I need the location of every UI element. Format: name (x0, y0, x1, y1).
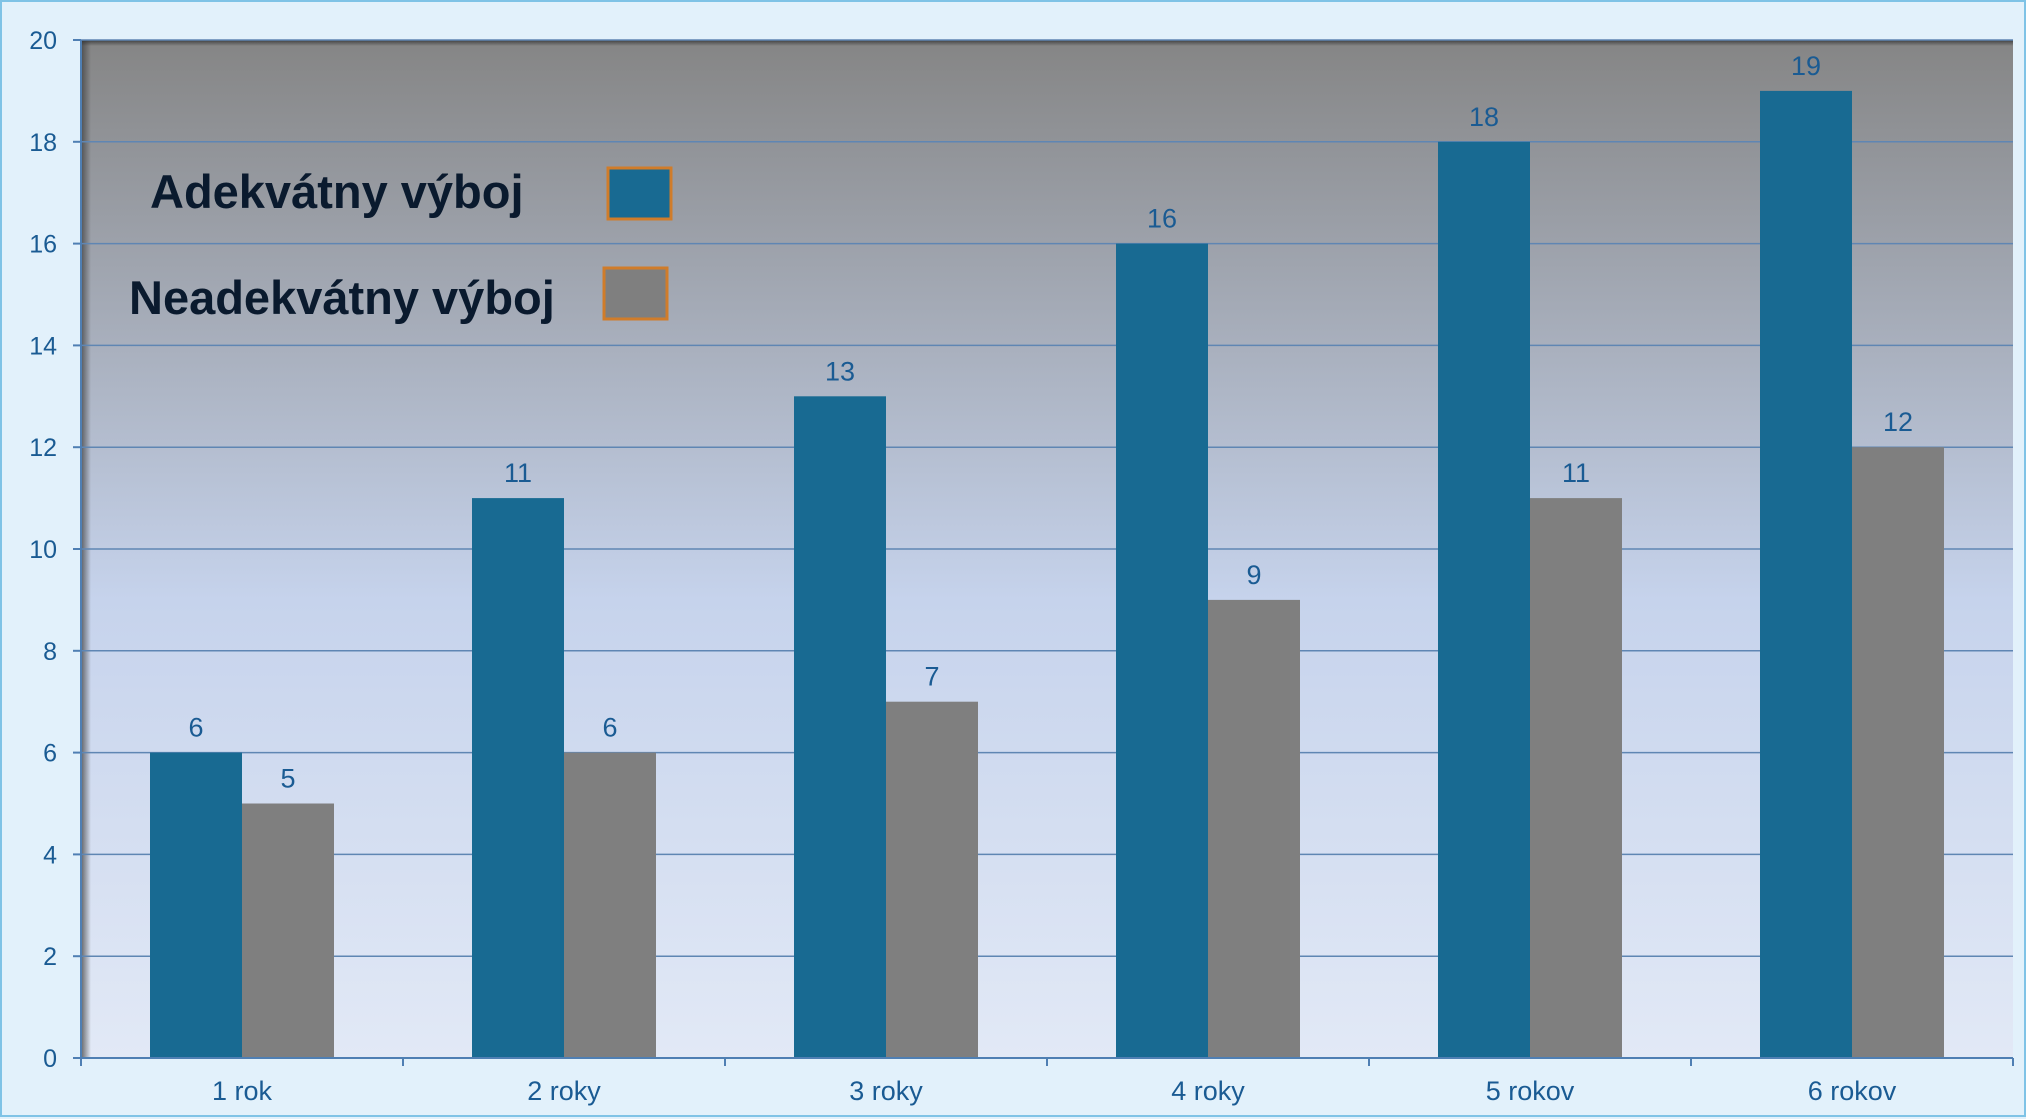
bar-series-1 (1116, 243, 1208, 1059)
x-tick-label: 2 roky (527, 1076, 601, 1106)
data-label-series-1: 18 (1469, 102, 1499, 132)
data-label-series-2: 9 (1246, 560, 1261, 590)
bar-series-1 (1438, 141, 1530, 1059)
data-label-series-1: 11 (504, 458, 532, 488)
bar-series-1 (472, 498, 564, 1059)
legend-label-series-1: Adekvátny výboj (150, 165, 524, 218)
y-tick-label: 12 (29, 434, 57, 462)
x-axis-ticks: 1 rok 2 roky 3 roky 4 roky 5 rokov 6 rokov (80, 1058, 2014, 1106)
data-label-series-2: 11 (1562, 458, 1590, 488)
legend-label-series-2: Neadekvátny výboj (129, 271, 555, 324)
y-tick-label: 14 (29, 332, 57, 360)
legend-swatch-series-2 (602, 266, 669, 321)
y-axis-ticks: 0 2 4 6 8 10 12 14 16 18 20 (29, 27, 81, 1073)
y-tick-label: 4 (43, 841, 57, 869)
data-label-series-1: 6 (188, 713, 203, 743)
x-tick-label: 4 roky (1171, 1076, 1245, 1106)
y-tick-label: 2 (43, 943, 57, 971)
data-label-series-1: 16 (1147, 204, 1177, 234)
data-label-series-2: 5 (280, 764, 295, 794)
bar-series-2 (242, 803, 334, 1058)
bar-series-1 (794, 396, 886, 1058)
bar-series-2 (886, 701, 978, 1058)
y-tick-label: 6 (43, 740, 57, 768)
x-tick-label: 5 rokov (1486, 1076, 1575, 1106)
y-tick-label: 10 (29, 536, 57, 564)
legend-swatch-series-1 (606, 166, 673, 221)
y-tick-label: 8 (43, 638, 57, 666)
bar-series-1 (1760, 90, 1852, 1058)
plot-area-top-shadow (81, 40, 2013, 46)
y-tick-label: 0 (43, 1045, 57, 1073)
bar-series-2 (1530, 498, 1622, 1059)
bar-series-2 (1852, 447, 1944, 1058)
data-label-series-2: 7 (924, 662, 939, 692)
data-label-series-2: 12 (1883, 407, 1913, 437)
bar-series-2 (564, 752, 656, 1058)
y-tick-label: 16 (29, 231, 57, 259)
bar-series-1 (150, 752, 242, 1058)
data-labels: 6 5 11 6 13 7 16 9 18 11 19 12 (188, 51, 1913, 794)
x-tick-label: 1 rok (212, 1076, 273, 1106)
data-label-series-1: 13 (825, 356, 855, 386)
legend: Adekvátny výboj Neadekvátny výboj (129, 165, 673, 324)
data-label-series-1: 19 (1791, 51, 1821, 81)
x-tick-label: 3 roky (849, 1076, 923, 1106)
y-tick-label: 20 (29, 27, 57, 55)
data-label-series-2: 6 (602, 713, 617, 743)
bar-series-2 (1208, 599, 1300, 1058)
x-tick-label: 6 rokov (1808, 1076, 1897, 1106)
bars (150, 90, 1944, 1059)
gridlines (81, 39, 2013, 957)
y-tick-label: 18 (29, 129, 57, 157)
